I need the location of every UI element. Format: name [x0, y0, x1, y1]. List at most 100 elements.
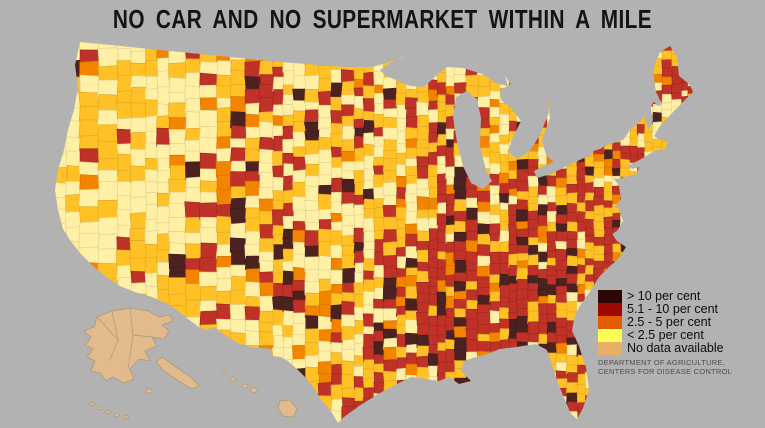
county-cell: [229, 138, 248, 150]
county-cell: [245, 330, 262, 347]
county-cell: [129, 62, 148, 78]
county-cell: [229, 147, 248, 162]
county-cell: [244, 281, 262, 299]
legend-item-0: > 10 per cent: [598, 290, 763, 303]
county-cell: [215, 277, 233, 294]
county-cell: [129, 257, 148, 273]
lake-champlain: [645, 104, 653, 130]
alaska-borough-lines: [96, 307, 153, 370]
alaska-panhandle: [155, 356, 200, 390]
great-lakes: [380, 50, 653, 189]
county-cell: [199, 84, 220, 100]
county-cell: [199, 227, 219, 246]
legend-label: 2.5 - 5 per cent: [627, 315, 712, 329]
county-cell: [318, 161, 333, 177]
county-cell: [97, 65, 120, 81]
county-cell: [198, 125, 220, 140]
county-cell: [282, 202, 295, 218]
county-cell: [546, 331, 558, 344]
county-cell: [342, 267, 357, 285]
county-cell: [184, 232, 202, 246]
lake-superior: [380, 50, 508, 87]
county-cell: [382, 127, 399, 142]
lake-huron: [500, 81, 549, 159]
county-cell: [168, 277, 188, 297]
county-cell: [395, 206, 407, 222]
county-cell: [184, 283, 202, 303]
legend-label: 5.1 - 10 per cent: [627, 302, 719, 316]
county-cell: [304, 209, 322, 224]
source-line-1: DEPARTMENT OF AGRICULTURE,: [598, 358, 725, 367]
county-cell: [687, 85, 693, 97]
county-cell: [199, 202, 219, 220]
legend-swatch: [598, 342, 622, 355]
county-cell: [465, 74, 479, 88]
legend-label: > 10 per cent: [627, 289, 701, 303]
county-cell: [216, 290, 233, 307]
county-cell: [567, 372, 580, 385]
county-cell: [130, 75, 148, 89]
county-cell: [168, 178, 188, 194]
county-cell: [304, 342, 321, 358]
county-cell: [417, 230, 431, 243]
county-cell: [184, 243, 203, 261]
county-cell: [97, 124, 120, 144]
county-cell: [565, 354, 580, 367]
county-cell: [292, 181, 308, 199]
legend: > 10 per cent 5.1 - 10 per cent 2.5 - 5 pe…: [598, 290, 763, 376]
county-cell: [304, 153, 322, 167]
county-cell: [318, 255, 333, 272]
county-cell: [97, 247, 120, 266]
hawaii-big-island: [277, 399, 298, 418]
county-cell: [199, 285, 219, 303]
county-cell: [383, 107, 399, 119]
county-cell: [489, 223, 502, 236]
county-cell: [78, 188, 102, 208]
legend-label: < 2.5 per cent: [627, 328, 704, 342]
county-cell: [259, 224, 275, 240]
county-cell: [304, 140, 321, 156]
county-cell: [185, 58, 202, 75]
county-cell: [259, 271, 276, 285]
county-cell: [216, 188, 234, 207]
county-cell: [382, 157, 399, 173]
county-cell: [304, 88, 321, 103]
county-cell: [229, 303, 248, 322]
legend-rows: > 10 per cent 5.1 - 10 per cent 2.5 - 5 pe…: [598, 290, 763, 355]
county-cell: [516, 244, 531, 255]
county-cell: [259, 148, 275, 164]
county-cell: [244, 217, 262, 233]
county-cell: [405, 319, 419, 336]
county-cell: [330, 384, 344, 402]
county-cell: [330, 110, 344, 126]
county-cell: [516, 180, 530, 194]
legend-swatch: [598, 290, 622, 303]
source-credit: DEPARTMENT OF AGRICULTURE, CENTERS FOR D…: [598, 358, 763, 376]
county-cell: [215, 161, 233, 178]
legend-swatch: [598, 316, 622, 329]
county-cell: [116, 74, 134, 93]
county-cell: [515, 267, 530, 281]
county-cell: [230, 222, 248, 240]
county-cell: [272, 209, 285, 228]
county-cell: [282, 70, 295, 88]
county-cell: [330, 244, 344, 261]
county-cell: [198, 256, 218, 275]
legend-label: No data available: [627, 341, 724, 355]
legend-item-3: < 2.5 per cent: [598, 329, 763, 342]
county-cell: [156, 144, 172, 160]
county-cell: [198, 137, 218, 156]
county-cell: [318, 174, 333, 187]
county-cell: [230, 197, 248, 210]
county-cell: [169, 164, 187, 182]
county-cell: [317, 361, 334, 376]
county-cell: [168, 102, 188, 120]
county-cell: [477, 233, 492, 246]
county-cell: [318, 373, 334, 384]
county-cell: [436, 82, 448, 97]
aleutian-islands: [89, 388, 153, 419]
county-cell: [476, 311, 493, 327]
county-cell: [382, 87, 399, 102]
county-cell: [168, 293, 188, 307]
